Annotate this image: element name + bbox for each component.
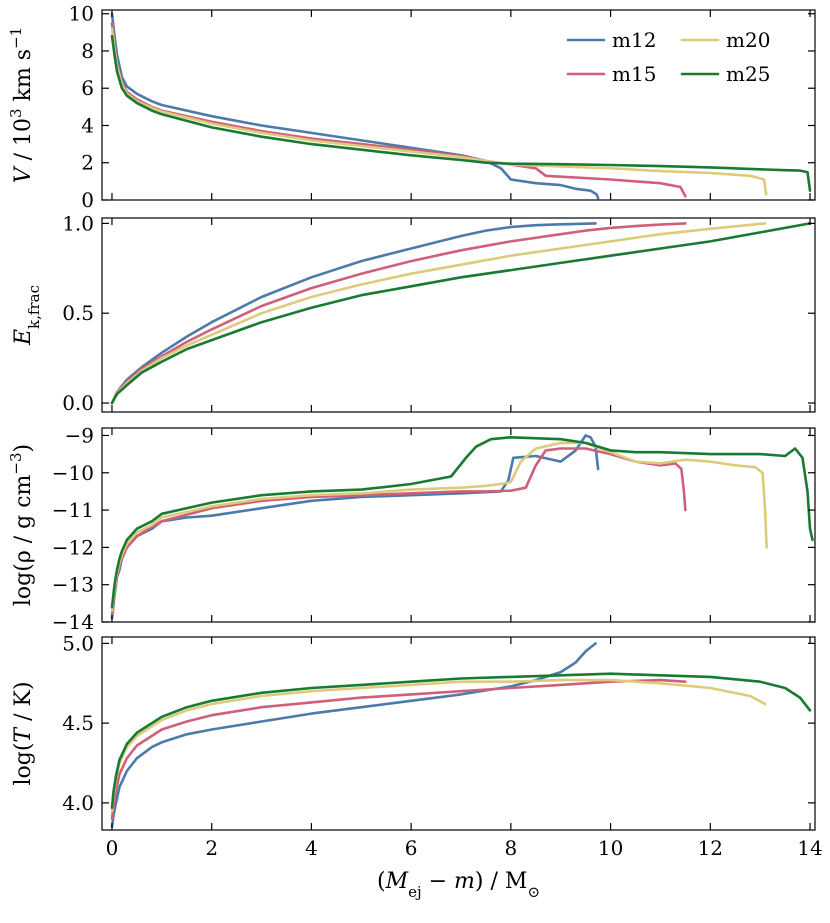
x-tick-label: 8 <box>504 836 517 860</box>
y-tick-label-temperature: 5.0 <box>62 631 94 655</box>
series-line-temperature-m25 <box>110 672 812 809</box>
panel-temperature: 4.0 4.5 5.0 log(T / K) <box>11 631 816 831</box>
x-tick-label: 12 <box>698 836 723 860</box>
x-axis-label: (Mej − m) / M⊙ <box>377 869 540 901</box>
x-tick-label: 4 <box>305 836 318 860</box>
y-tick-label-velocity: 10 <box>69 2 94 26</box>
series-line-energy-m12 <box>110 222 597 405</box>
y-axis-label-velocity: V / 103 km s−1 <box>7 27 36 183</box>
legend-label-m20: m20 <box>726 28 770 52</box>
y-tick-label-velocity: 2 <box>81 151 94 175</box>
series-group-density <box>110 434 814 620</box>
x-tick-label: 2 <box>205 836 218 860</box>
panel-frame-velocity <box>101 9 816 201</box>
series-line-energy-m15 <box>110 222 687 405</box>
y-tick-label-energy: 0.0 <box>62 391 94 415</box>
x-tick-label: 14 <box>797 836 822 860</box>
x-axis: 0 2 4 6 8 10 12 14 (Mej − m) / M⊙ <box>106 836 823 901</box>
series-line-velocity-m12 <box>110 12 600 200</box>
y-tick-label-density: −12 <box>52 535 94 559</box>
x-tick-label: 10 <box>598 836 623 860</box>
y-tick-label-density: −14 <box>52 610 94 634</box>
series-line-temperature-m12 <box>110 642 597 829</box>
series-line-density-m15 <box>110 447 687 616</box>
legend-label-m12: m12 <box>612 28 656 52</box>
y-tick-label-density: −9 <box>65 423 94 447</box>
series-line-energy-m25 <box>110 222 812 405</box>
series-group-temperature <box>110 642 812 829</box>
legend-label-m15: m15 <box>612 62 656 86</box>
y-tick-label-velocity: 6 <box>81 76 94 100</box>
series-group-energy <box>110 222 812 405</box>
series-line-temperature-m15 <box>110 678 687 821</box>
series-line-density-m25 <box>110 436 814 609</box>
series-line-velocity-m25 <box>110 34 812 192</box>
series-line-density-m12 <box>110 434 600 620</box>
series-group-velocity <box>110 12 812 200</box>
y-tick-label-temperature: 4.5 <box>62 711 94 735</box>
y-tick-label-density: −10 <box>52 461 94 485</box>
x-tick-label: 0 <box>106 836 119 860</box>
panel-frame-density <box>101 427 816 623</box>
y-tick-label-density: −11 <box>52 498 94 522</box>
y-tick-label-velocity: 8 <box>81 39 94 63</box>
y-tick-label-temperature: 4.0 <box>62 791 94 815</box>
panel-energy: 0.0 0.5 1.0 Ek,frac <box>11 211 816 415</box>
panel-velocity: 0 2 4 6 8 10 V / 103 km s−1 <box>7 2 816 212</box>
x-tick-label: 6 <box>405 836 418 860</box>
panel-frame-temperature <box>101 636 816 831</box>
series-line-energy-m20 <box>110 222 767 405</box>
y-tick-label-velocity: 0 <box>81 188 94 212</box>
legend-label-m25: m25 <box>726 62 770 86</box>
y-tick-label-energy: 0.5 <box>62 301 94 325</box>
panel-density: −9 −10 −11 −12 −13 −14 log(ρ / g cm−3) <box>7 423 816 634</box>
y-axis-label-energy: Ek,frac <box>11 285 43 346</box>
y-tick-label-density: −13 <box>52 573 94 597</box>
y-tick-label-energy: 1.0 <box>62 211 94 235</box>
series-line-velocity-m15 <box>110 21 687 198</box>
series-line-velocity-m20 <box>110 27 768 196</box>
series-line-density-m20 <box>110 441 768 613</box>
y-axis-label-density: log(ρ / g cm−3) <box>7 444 36 606</box>
series-line-temperature-m20 <box>110 678 767 813</box>
y-tick-label-velocity: 4 <box>81 113 94 137</box>
panel-frame-energy <box>101 217 816 413</box>
legend: m12 m20 m15 m25 <box>566 28 770 86</box>
y-axis-label-temperature: log(T / K) <box>11 681 36 785</box>
